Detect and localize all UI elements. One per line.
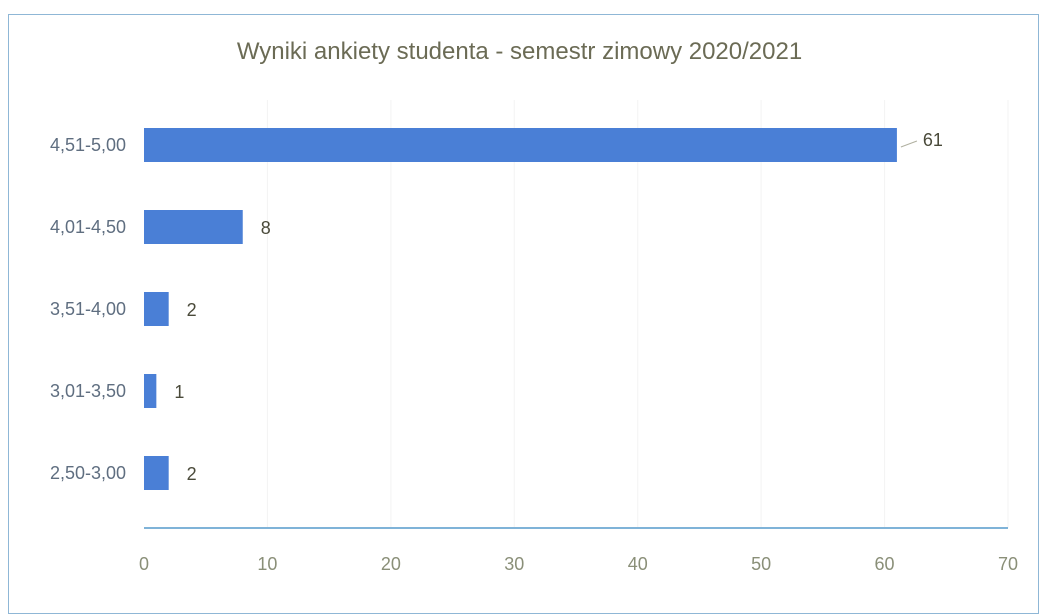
x-tick-label: 70 — [998, 554, 1018, 574]
bar — [144, 128, 897, 162]
x-tick-label: 40 — [628, 554, 648, 574]
x-tick-label: 20 — [381, 554, 401, 574]
leader-line — [900, 140, 918, 148]
bar — [144, 374, 157, 408]
x-tick-label: 50 — [751, 554, 771, 574]
value-label: 61 — [923, 130, 943, 150]
category-label: 4,01-4,50 — [50, 217, 126, 237]
bar — [144, 456, 169, 490]
bars — [144, 128, 897, 490]
value-label: 2 — [187, 464, 197, 484]
x-tick-label: 0 — [139, 554, 149, 574]
x-tick-label: 10 — [257, 554, 277, 574]
bar — [144, 292, 169, 326]
x-tick-label: 60 — [875, 554, 895, 574]
value-label: 1 — [174, 382, 184, 402]
category-label: 4,51-5,00 — [50, 135, 126, 155]
chart-title: Wyniki ankiety studenta - semestr zimowy… — [236, 38, 803, 65]
bar-chart: 0 10 20 30 40 50 60 70 4,51-5,00 61 4,01-4,50 8 3,51… — [50, 100, 1018, 574]
chart-frame — [8, 14, 1039, 614]
value-label: 8 — [261, 218, 271, 238]
value-label: 2 — [187, 300, 197, 320]
x-tick-label: 30 — [504, 554, 524, 574]
gridlines — [144, 100, 1009, 529]
labels: 0 10 20 30 40 50 60 70 4,51-5,00 61 4,01-4,50 8 3,51… — [50, 130, 1018, 574]
category-label: 2,50-3,00 — [50, 463, 126, 483]
bar — [144, 210, 243, 244]
category-label: 3,51-4,00 — [50, 299, 126, 319]
category-label: 3,01-3,50 — [50, 381, 126, 401]
